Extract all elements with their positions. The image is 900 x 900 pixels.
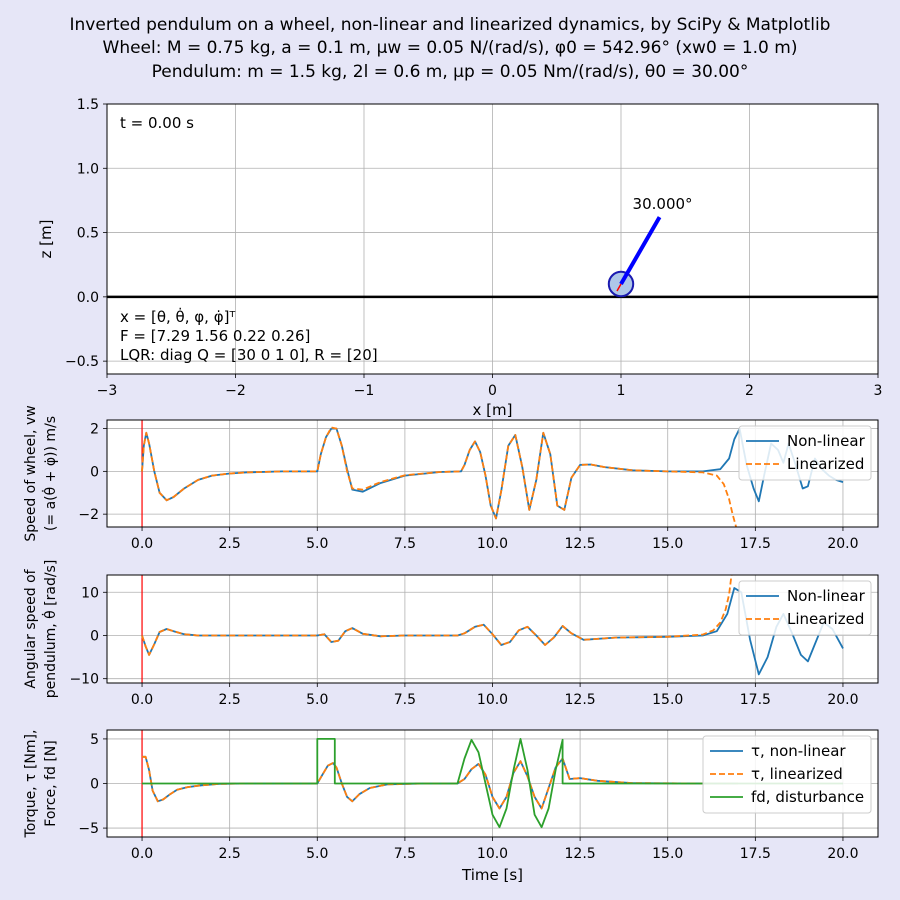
- axes-scene: −3 −2 −1 0 1 2 3 −0.5 0.0 0.5 1.0 1.5 t = 0.00 s 30.0…: [37, 97, 882, 419]
- x-tick-label: 15.0: [652, 692, 683, 708]
- y-tick-label: −10: [69, 672, 99, 688]
- legend-label: Non-linear: [787, 587, 866, 605]
- y-tick-label: −0.5: [65, 354, 99, 370]
- x-tick-label: 10.0: [477, 536, 508, 552]
- y-tick-label: 10: [81, 585, 99, 601]
- plot-content: [141, 730, 843, 837]
- x-tick-label: 1: [617, 383, 626, 399]
- axes-pendulum-angular-speed: 0.0 2.5 5.0 7.5 10.0 12.5 15.0 17.5 20.0 −10 0 10 No…: [23, 560, 879, 708]
- x-tick-label: 10.0: [477, 692, 508, 708]
- axes-torque-force: 0.0 2.5 5.0 7.5 10.0 12.5 15.0 17.5 20.0 −5 0 5 τ, n…: [23, 729, 879, 884]
- x-tick-label: 10.0: [477, 846, 508, 862]
- y-tick-label: −2: [78, 507, 99, 523]
- x-tick-label: 20.0: [827, 846, 858, 862]
- x-tick-label: 2.5: [219, 536, 241, 552]
- x-tick-label: 12.5: [565, 536, 596, 552]
- legend-label: fd, disturbance: [751, 788, 864, 806]
- x-tick-label: 7.5: [394, 536, 416, 552]
- x-tick-label: 3: [874, 383, 883, 399]
- legend-box: [738, 425, 872, 481]
- time-text: t = 0.00 s: [120, 114, 194, 132]
- x-tick-label: 17.5: [740, 846, 771, 862]
- y-axis-label-line2: Force, fd [N]: [43, 740, 59, 826]
- legend: Non-linear Linearized: [738, 425, 872, 481]
- y-tick-label: 5: [90, 732, 99, 748]
- y-tick-label: 0.0: [77, 290, 99, 306]
- angle-label: 30.000°: [633, 195, 693, 213]
- legend-box: [702, 735, 872, 814]
- x-axis-label: Time [s]: [461, 866, 523, 884]
- series-line-2: [142, 738, 843, 829]
- y-tick-label: 1.0: [77, 161, 99, 177]
- series-line-1: [141, 426, 737, 527]
- y-axis-label-line1: Speed of wheel, vw: [23, 405, 39, 541]
- wheel-spoke: [616, 283, 622, 292]
- x-tick-label: 2.5: [219, 692, 241, 708]
- info-line: F = [7.29 1.56 0.22 0.26]: [120, 327, 310, 345]
- x-tick-label: 15.0: [652, 846, 683, 862]
- legend-label: τ, non-linear: [751, 742, 846, 760]
- x-tick-label: 5.0: [306, 846, 328, 862]
- y-tick-label: −5: [78, 821, 99, 837]
- y-axis-label-line1: Angular speed of: [23, 568, 39, 688]
- axes-frame: [106, 103, 879, 375]
- x-axis-label: x [m]: [473, 401, 513, 419]
- x-tick-label: 5.0: [306, 692, 328, 708]
- axes-frame: [106, 419, 879, 528]
- x-tick-label: −1: [354, 383, 375, 399]
- x-tick-label: 0.0: [131, 846, 153, 862]
- x-tick-label: 17.5: [740, 536, 771, 552]
- x-tick-label: 7.5: [394, 692, 416, 708]
- y-axis-label-line1: Torque, τ [Nm],: [23, 730, 39, 839]
- x-tick-label: 7.5: [394, 846, 416, 862]
- y-tick-label: 0: [90, 628, 99, 644]
- y-axis-label-line2: (= a(θ̇ + φ̇)) m/s: [41, 416, 59, 531]
- x-tick-label: 0: [488, 383, 497, 399]
- info-line: LQR: diag Q = [30 0 1 0], R = [20]: [120, 346, 378, 364]
- x-tick-label: −3: [97, 383, 118, 399]
- x-tick-label: 20.0: [827, 536, 858, 552]
- x-tick-label: 17.5: [740, 692, 771, 708]
- y-tick-label: 0: [90, 464, 99, 480]
- info-line: x = [θ, θ̇, φ, φ̇]ᵀ: [120, 307, 235, 326]
- title-line-2: Wheel: M = 0.75 kg, a = 0.1 m, μw = 0.05…: [102, 38, 798, 58]
- y-tick-label: 1.5: [77, 97, 99, 113]
- y-tick-label: 0: [90, 777, 99, 793]
- x-tick-label: 0.0: [131, 536, 153, 552]
- x-tick-label: 20.0: [827, 692, 858, 708]
- x-tick-label: 15.0: [652, 536, 683, 552]
- y-axis-label-line2: pendulum, θ̇ [rad/s]: [41, 560, 59, 699]
- legend-label: Non-linear: [787, 432, 866, 450]
- legend: Non-linear Linearized: [738, 580, 872, 636]
- plot-content: [141, 575, 844, 683]
- legend-label: Linearized: [787, 455, 864, 473]
- x-tick-label: 0.0: [131, 692, 153, 708]
- title-line-1: Inverted pendulum on a wheel, non-linear…: [69, 15, 831, 35]
- legend-label: τ, linearized: [751, 765, 843, 783]
- x-tick-label: −2: [225, 383, 246, 399]
- series-line-1: [141, 575, 733, 656]
- x-tick-label: 2: [745, 383, 754, 399]
- x-tick-label: 12.5: [565, 846, 596, 862]
- y-tick-label: 2: [90, 422, 99, 438]
- y-tick-label: 0.5: [77, 226, 99, 242]
- x-tick-label: 12.5: [565, 692, 596, 708]
- legend: τ, non-linear τ, linearized fd, disturbanc…: [702, 735, 872, 814]
- pendulum-rod: [619, 216, 662, 285]
- legend-label: Linearized: [787, 610, 864, 628]
- axes-wheel-speed: 0.0 2.5 5.0 7.5 10.0 12.5 15.0 17.5 20.0 −2 0 2 Non-…: [23, 405, 879, 552]
- x-tick-label: 5.0: [306, 536, 328, 552]
- y-axis-label: z [m]: [37, 220, 55, 259]
- x-tick-label: 2.5: [219, 846, 241, 862]
- axes-frame: [106, 729, 879, 838]
- title-line-3: Pendulum: m = 1.5 kg, 2l = 0.6 m, μp = 0…: [151, 62, 749, 82]
- legend-box: [738, 580, 872, 636]
- axes-frame: [106, 574, 879, 684]
- plot-content: [107, 216, 878, 299]
